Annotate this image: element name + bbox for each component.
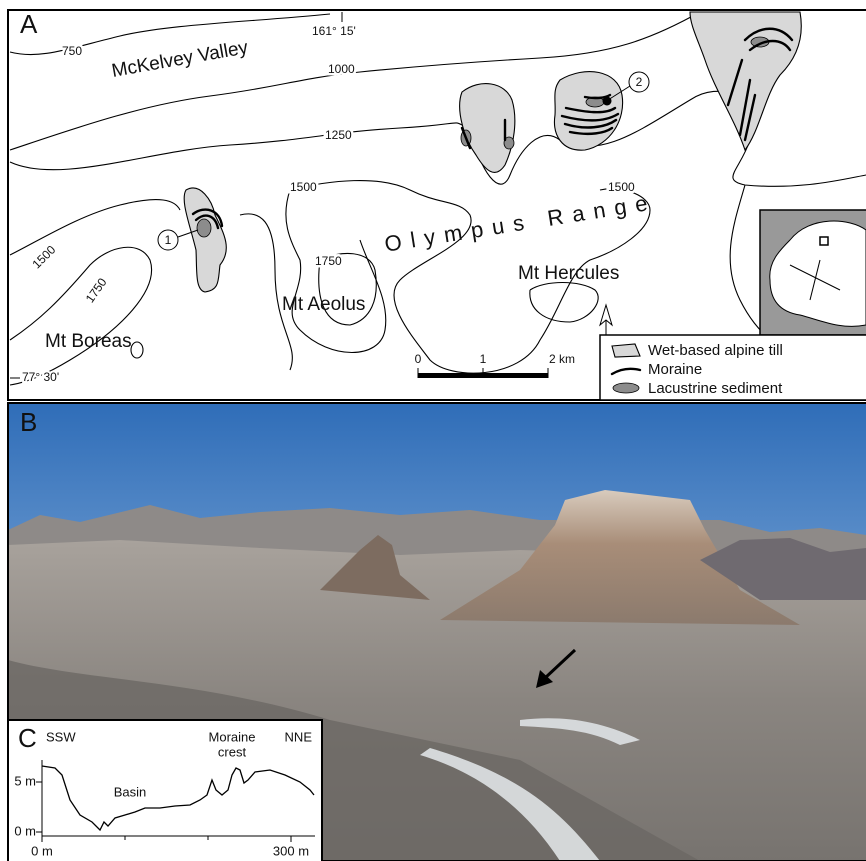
profile-annotation: Basin	[114, 784, 147, 799]
legend-label: Moraine	[648, 361, 702, 378]
profile-annotation: Moraine	[209, 729, 256, 744]
y-tick-label: 0 m	[14, 823, 36, 838]
peak-name: Mt Boreas	[45, 331, 132, 352]
scale-label: 0	[415, 352, 422, 366]
longitude: 161° 15'	[312, 24, 356, 38]
panel-a: 2 1 A 161° 15' 77° 30' McKelvey Valley O…	[8, 9, 866, 400]
contour-label: 1500	[608, 180, 635, 194]
legend-swatch	[612, 344, 640, 357]
profile-annotation: crest	[218, 744, 247, 759]
site-number: 2	[636, 75, 643, 89]
x-tick-label: 300 m	[273, 843, 309, 858]
legend-label: Lacustrine sediment	[648, 380, 783, 397]
location-box	[820, 237, 828, 245]
legend-swatch	[613, 383, 639, 393]
panel-label: A	[20, 9, 38, 39]
latitude: 77° 30'	[22, 370, 59, 384]
x-tick-label: 0 m	[31, 843, 53, 858]
contour-label: 1250	[325, 128, 352, 142]
peak-name: Mt Aeolus	[282, 294, 365, 315]
lacustrine-patch	[197, 219, 211, 237]
profile-end: NNE	[285, 729, 313, 744]
profile-end: SSW	[46, 729, 76, 744]
contour-label: 1500	[290, 180, 317, 194]
contour-label: 750	[62, 44, 82, 58]
contour-label: 1000	[328, 62, 355, 76]
scale-label: 2 km	[549, 352, 575, 366]
panel-label: C	[18, 723, 37, 753]
scale-label: 1	[480, 352, 487, 366]
figure: 2 1 A 161° 15' 77° 30' McKelvey Valley O…	[0, 0, 866, 861]
contour-label: 1750	[315, 254, 342, 268]
legend: Wet-based alpine till Moraine Lacustrine…	[600, 335, 866, 400]
y-tick-label: 5 m	[14, 773, 36, 788]
legend-label: Wet-based alpine till	[648, 342, 783, 359]
panel-c: C SSW NNE Moraine crest Basin 5 m 0 m 0 …	[8, 720, 322, 861]
site-number: 1	[165, 233, 172, 247]
peak-name: Mt Hercules	[518, 263, 619, 284]
site-point	[603, 97, 612, 106]
inset-map	[760, 210, 866, 335]
panel-label: B	[20, 407, 37, 437]
